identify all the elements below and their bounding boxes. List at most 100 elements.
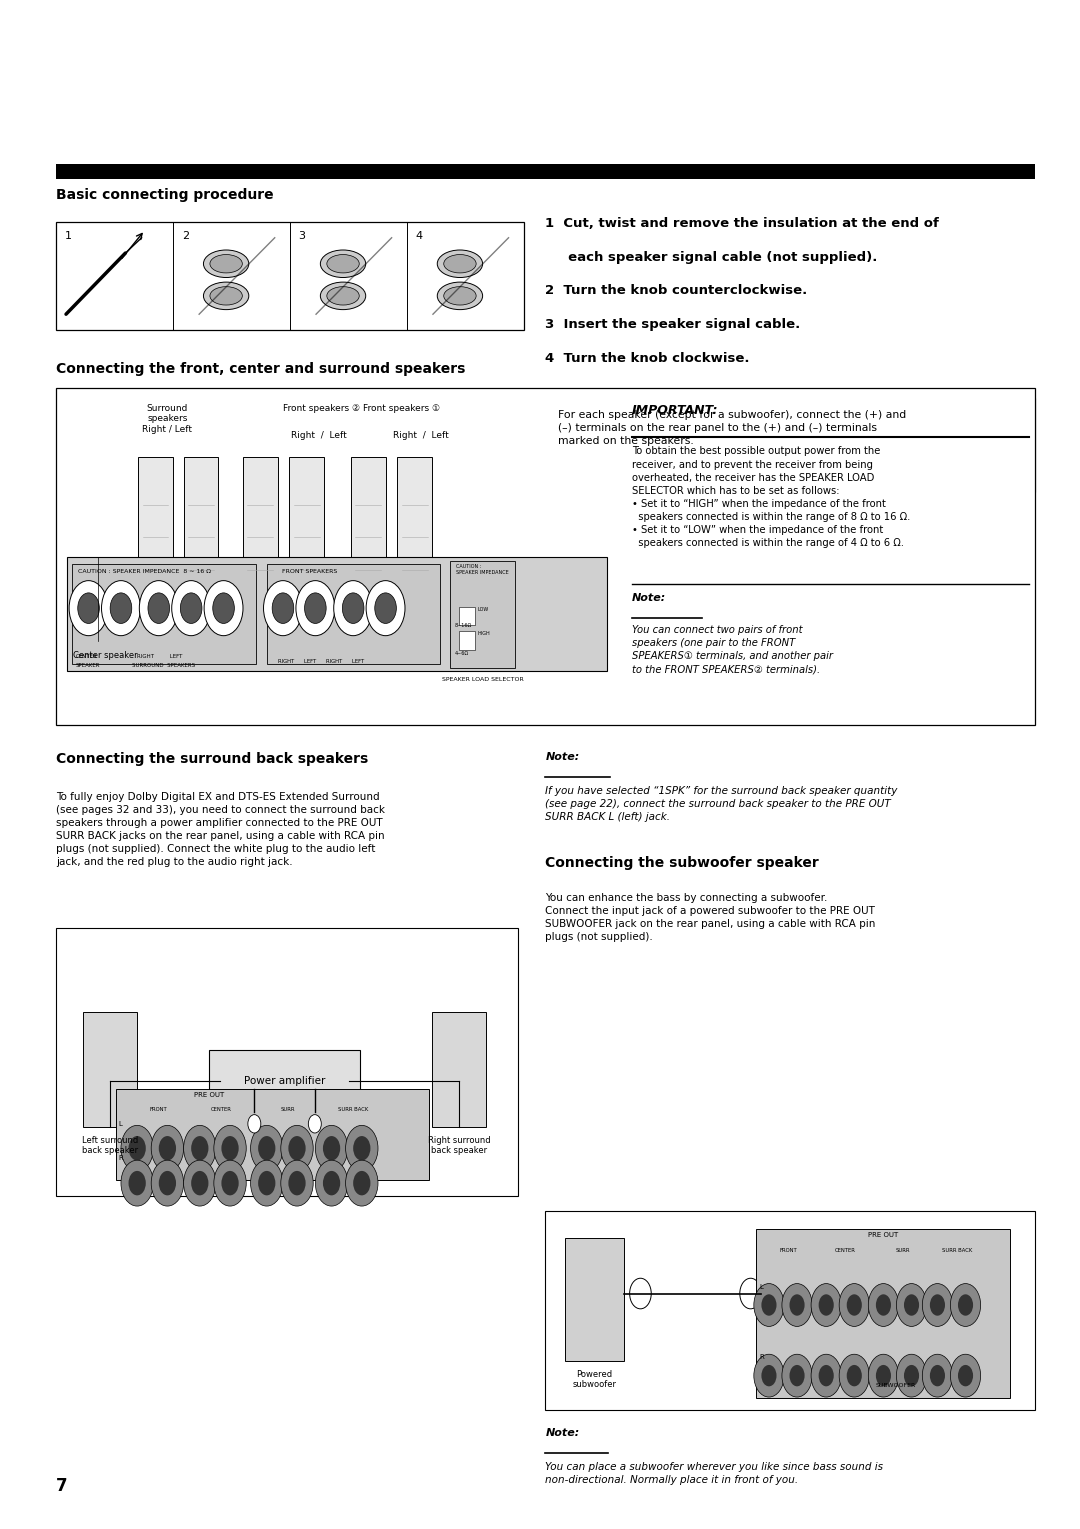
Text: SURROUND  SPEAKERS: SURROUND SPEAKERS [132, 664, 194, 668]
Ellipse shape [210, 254, 242, 272]
Circle shape [896, 1283, 927, 1326]
Bar [432, 1012, 486, 1127]
Circle shape [904, 1365, 919, 1387]
Text: To obtain the best possible output power from the
receiver, and to prevent the r: To obtain the best possible output power… [632, 446, 910, 547]
Text: FRONT SPEAKERS: FRONT SPEAKERS [282, 569, 338, 573]
Text: L: L [119, 1121, 123, 1127]
Circle shape [214, 1161, 246, 1206]
Text: To fully enjoy Dolby Digital EX and DTS-ES Extended Surround
(see pages 32 and 3: To fully enjoy Dolby Digital EX and DTS-… [56, 792, 386, 867]
Text: 1: 1 [65, 231, 71, 242]
Circle shape [204, 581, 243, 636]
Circle shape [839, 1283, 869, 1326]
Text: FRONT: FRONT [780, 1248, 797, 1252]
Text: Connecting the front, center and surround speakers: Connecting the front, center and surroun… [56, 362, 465, 376]
Circle shape [847, 1294, 862, 1315]
Circle shape [930, 1294, 945, 1315]
Bar [73, 570, 122, 642]
Text: Right  /  Left: Right / Left [393, 431, 449, 440]
Circle shape [323, 1171, 340, 1196]
Ellipse shape [444, 254, 476, 272]
Circle shape [315, 1125, 348, 1171]
Circle shape [258, 1136, 275, 1161]
Circle shape [129, 1171, 146, 1196]
Text: each speaker signal cable (not supplied).: each speaker signal cable (not supplied)… [545, 251, 878, 265]
Text: Left surround
back speaker: Left surround back speaker [82, 1136, 138, 1156]
Circle shape [251, 1125, 283, 1171]
Text: Front speakers ② Front speakers ①: Front speakers ② Front speakers ① [283, 404, 441, 413]
Text: 3: 3 [298, 231, 306, 242]
Ellipse shape [437, 281, 483, 309]
Circle shape [214, 1125, 246, 1171]
Circle shape [876, 1365, 891, 1387]
Circle shape [922, 1283, 953, 1326]
Bar [56, 222, 524, 330]
Bar [116, 1089, 429, 1180]
Ellipse shape [327, 254, 360, 272]
Text: 4  Turn the knob clockwise.: 4 Turn the knob clockwise. [545, 352, 750, 365]
Circle shape [305, 593, 326, 624]
Text: You can connect two pairs of front
speakers (one pair to the FRONT
SPEAKERS① ter: You can connect two pairs of front speak… [632, 625, 833, 674]
Text: 8~16Ω: 8~16Ω [455, 624, 472, 628]
Bar [56, 388, 1035, 725]
Text: CENTER: CENTER [76, 654, 97, 659]
Text: You can place a subwoofer wherever you like since bass sound is
non-directional.: You can place a subwoofer wherever you l… [545, 1462, 883, 1485]
Circle shape [819, 1294, 834, 1315]
Bar [56, 164, 1035, 179]
Bar [56, 928, 518, 1196]
Text: Right  /  Left: Right / Left [291, 431, 347, 440]
Text: LOW: LOW [477, 607, 488, 612]
Ellipse shape [327, 287, 360, 304]
Text: PRE OUT: PRE OUT [867, 1232, 899, 1238]
Bar [565, 1238, 624, 1361]
Circle shape [69, 581, 108, 636]
Circle shape [761, 1294, 777, 1315]
Bar [184, 457, 218, 618]
Text: L: L [759, 1283, 764, 1289]
Ellipse shape [210, 287, 242, 304]
Circle shape [958, 1294, 973, 1315]
Circle shape [264, 581, 302, 636]
Circle shape [839, 1355, 869, 1398]
Circle shape [110, 593, 132, 624]
Circle shape [782, 1355, 812, 1398]
Text: SPEAKER LOAD SELECTOR: SPEAKER LOAD SELECTOR [442, 677, 524, 682]
Circle shape [159, 1171, 176, 1196]
Text: 4~6Ω: 4~6Ω [455, 651, 469, 656]
Circle shape [296, 581, 335, 636]
Circle shape [811, 1283, 841, 1326]
Text: Surround
speakers
Right / Left: Surround speakers Right / Left [143, 404, 192, 434]
Text: Basic connecting procedure: Basic connecting procedure [56, 188, 274, 202]
Circle shape [288, 1136, 306, 1161]
Text: 4: 4 [416, 231, 422, 242]
Text: SURR: SURR [281, 1107, 296, 1112]
Text: SUBWOOFER: SUBWOOFER [876, 1384, 916, 1388]
Ellipse shape [203, 281, 248, 309]
Circle shape [121, 1125, 153, 1171]
Circle shape [342, 593, 364, 624]
Text: CENTER: CENTER [835, 1248, 856, 1252]
Circle shape [139, 581, 178, 636]
Text: 3  Insert the speaker signal cable.: 3 Insert the speaker signal cable. [545, 318, 800, 332]
Circle shape [78, 593, 99, 624]
Circle shape [896, 1355, 927, 1398]
Ellipse shape [203, 249, 248, 278]
Text: 1  Cut, twist and remove the insulation at the end of: 1 Cut, twist and remove the insulation a… [545, 217, 940, 231]
Text: CENTER: CENTER [211, 1107, 232, 1112]
Circle shape [315, 1161, 348, 1206]
Circle shape [847, 1365, 862, 1387]
Text: FRONT: FRONT [150, 1107, 167, 1112]
Ellipse shape [444, 287, 476, 304]
Circle shape [102, 581, 140, 636]
Bar [545, 398, 1035, 492]
Bar [208, 1050, 360, 1112]
Bar [351, 457, 386, 618]
Bar [545, 1211, 1035, 1410]
Text: 7: 7 [56, 1477, 68, 1495]
Bar [289, 457, 324, 618]
Text: Note:: Note: [545, 752, 580, 763]
Bar [450, 561, 515, 668]
Circle shape [375, 593, 396, 624]
Circle shape [811, 1355, 841, 1398]
Circle shape [958, 1365, 973, 1387]
Circle shape [281, 1161, 313, 1206]
